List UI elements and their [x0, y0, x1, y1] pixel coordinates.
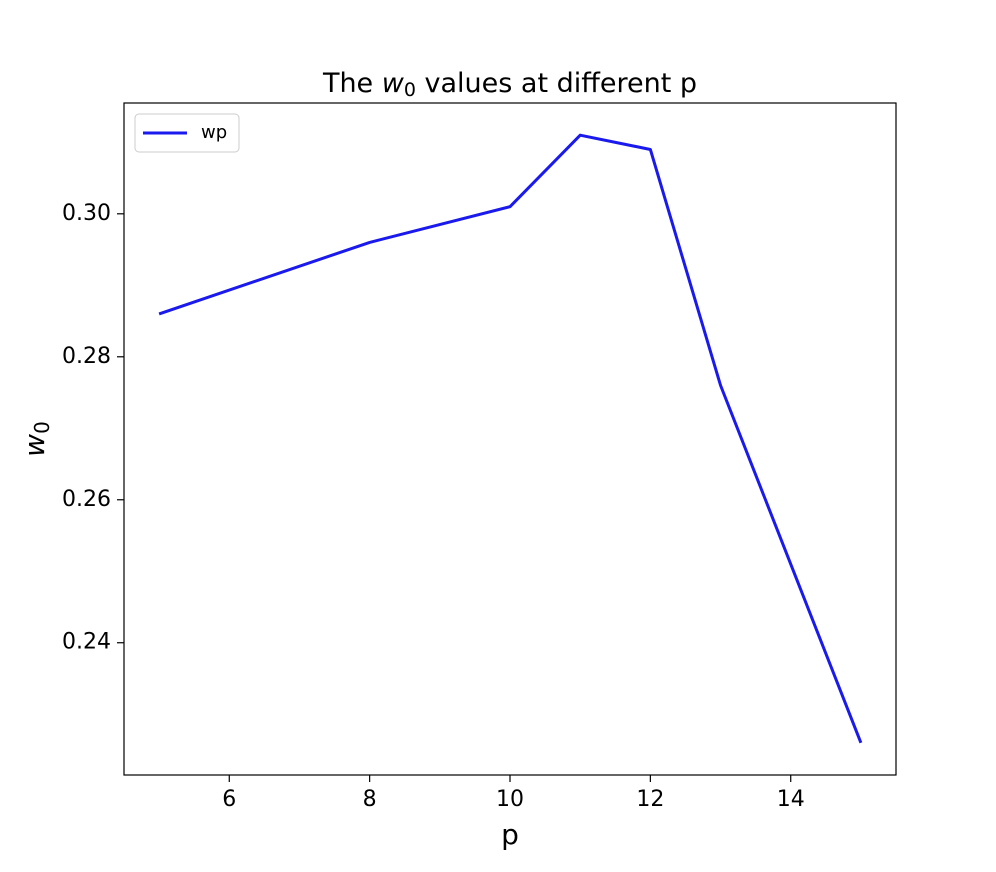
plot-frame: [123, 102, 897, 776]
title-suffix: values at different p: [416, 68, 697, 99]
line: [158, 133, 863, 744]
x-tick-label: 14: [777, 787, 805, 812]
title-prefix: The: [322, 68, 382, 99]
y-tick-label: 0.30: [62, 201, 111, 226]
x-tick-label: 6: [222, 787, 236, 812]
x-axis-label: p: [501, 818, 519, 851]
x-tick-label: 8: [363, 787, 377, 812]
title-symbol: w: [382, 68, 405, 99]
y-tick-label: 0.28: [62, 344, 111, 369]
chart-title: The w0 values at different p: [322, 68, 697, 101]
y-label-subscript: 0: [30, 421, 54, 434]
y-axis-label: w0: [18, 421, 54, 457]
y-tick-label: 0.26: [62, 487, 111, 512]
y-tick-label: 0.24: [62, 630, 111, 655]
title-subscript: 0: [404, 79, 416, 101]
legend-label: wp: [201, 122, 227, 143]
x-tick-label: 12: [636, 787, 664, 812]
x-tick-label: 10: [496, 787, 524, 812]
y-label-symbol: w: [18, 434, 51, 457]
